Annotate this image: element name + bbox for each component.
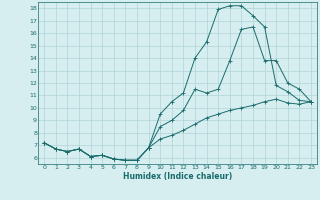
X-axis label: Humidex (Indice chaleur): Humidex (Indice chaleur)	[123, 172, 232, 181]
